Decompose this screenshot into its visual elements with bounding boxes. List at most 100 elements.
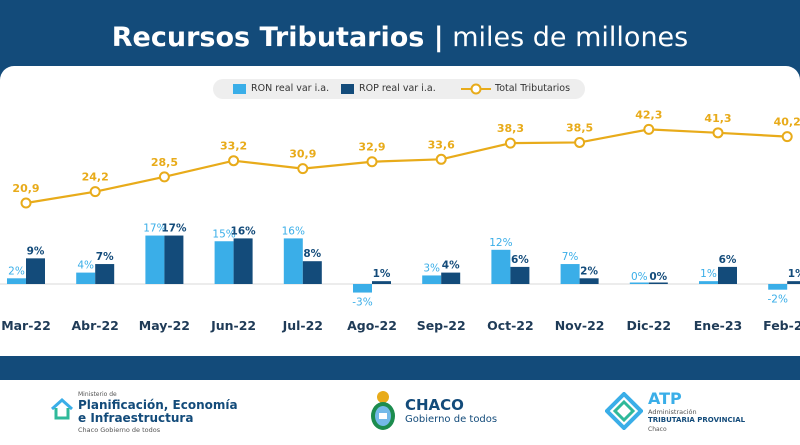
point-total (228, 155, 240, 167)
point-total (366, 156, 378, 168)
x-tick-label: Oct-22 (487, 318, 534, 333)
point-label-total: 32,9 (358, 141, 385, 154)
x-tick-label: Abr-22 (72, 318, 119, 333)
legend-marker-total (461, 83, 491, 95)
bar-ron (560, 264, 580, 284)
point-label-total: 38,5 (566, 121, 593, 134)
bar-label-ron: 4% (77, 260, 94, 272)
bar-ron (214, 241, 234, 284)
bar-label-rop: 1% (373, 268, 391, 280)
atp-logo: ATP Administración TRIBUTARIA PROVINCIAL… (605, 384, 765, 440)
bar-ron (353, 284, 372, 293)
bottom-band (0, 356, 800, 380)
bar-label-rop: 7% (96, 251, 114, 263)
point-label-total: 41,3 (704, 112, 731, 125)
ministry-line2: e Infraestructura (78, 411, 194, 425)
ministry-logo: Ministerio de Planificación, Economía e … (50, 384, 250, 440)
point-total (574, 136, 586, 148)
house-icon (50, 397, 74, 420)
bar-ron (145, 235, 165, 284)
bar-rop (26, 258, 45, 284)
atp-diamond-icon (605, 392, 643, 430)
point-total (781, 131, 793, 143)
bar-label-ron: 15% (212, 228, 235, 240)
legend-swatch-ron (233, 84, 246, 94)
point-total (20, 197, 32, 209)
bar-label-ron: 2% (8, 265, 25, 277)
point-label-total: 28,5 (151, 156, 178, 169)
bar-label-rop: 8% (303, 248, 321, 260)
bar-label-rop: 6% (719, 254, 737, 266)
point-label-total: 24,2 (82, 171, 109, 184)
bar-rop (510, 266, 530, 284)
bar-label-rop: 2% (580, 265, 598, 277)
bar-label-ron: 16% (282, 225, 305, 237)
bar-ron (283, 238, 303, 284)
point-total (504, 137, 516, 149)
legend-label-ron: RON real var i.a. (251, 83, 330, 94)
bar-ron (76, 272, 96, 284)
point-label-total: 30,9 (289, 148, 316, 161)
x-tick-label: Mar-22 (1, 318, 51, 333)
bar-ron (629, 282, 649, 284)
bar-rop (372, 281, 391, 284)
bar-rop (233, 238, 253, 284)
x-tick-label: Nov-22 (555, 318, 605, 333)
atp-line3: Chaco (648, 426, 667, 433)
bar-ron (422, 275, 442, 284)
x-tick-label: May-22 (139, 318, 190, 333)
x-tick-label: Jun-22 (210, 318, 256, 333)
bar-label-ron: 0% (631, 271, 648, 283)
point-total (435, 153, 447, 165)
ministry-tagline: Chaco Gobierno de todos (78, 426, 161, 434)
chart-legend: RON real var i.a. ROP real var i.a. Tota… (213, 79, 585, 99)
title-main: Recursos Tributarios | (111, 22, 444, 53)
bar-label-ron: 12% (489, 237, 512, 249)
point-label-total: 40,2 (774, 116, 800, 129)
point-label-total: 33,6 (428, 138, 455, 151)
point-label-total: 20,9 (12, 182, 39, 195)
x-tick-label: Feb-23 (763, 318, 800, 333)
atp-acronym: ATP (648, 389, 682, 408)
bar-label-rop: 0% (649, 271, 667, 283)
legend-label-rop: ROP real var i.a. (359, 83, 436, 94)
bar-label-ron: -2% (767, 294, 787, 306)
x-tick-label: Sep-22 (417, 318, 466, 333)
bar-rop (787, 281, 800, 284)
bar-ron (768, 284, 788, 290)
point-total (712, 127, 724, 139)
x-tick-label: Dic-22 (626, 318, 671, 333)
point-label-total: 33,2 (220, 140, 247, 153)
bar-label-ron: 17% (143, 223, 166, 235)
title-unit: miles de millones (443, 22, 689, 53)
point-label-total: 42,3 (635, 108, 662, 121)
chaco-tagline: Gobierno de todos (405, 414, 498, 425)
bar-label-ron: 3% (423, 262, 440, 274)
atp-line1: Administración (648, 408, 697, 416)
bar-label-rop: 6% (511, 254, 529, 266)
bar-ron (491, 249, 511, 284)
ministry-small: Ministerio de (78, 391, 117, 398)
bar-label-rop: 1% (788, 268, 800, 280)
legend-label-total: Total Tributarios (495, 83, 571, 94)
chaco-crest-icon (371, 391, 395, 430)
bar-ron (699, 281, 718, 284)
bar-label-ron: -3% (352, 297, 372, 309)
x-tick-label: Jul-22 (282, 318, 323, 333)
bar-label-ron: 7% (562, 251, 579, 263)
bar-label-rop: 9% (27, 245, 45, 257)
bar-rop (302, 261, 322, 284)
bar-label-ron: 1% (700, 268, 717, 280)
series-line-total (25, 128, 788, 205)
bar-rop (648, 282, 668, 284)
bar-rop (95, 264, 115, 284)
ministry-line1: Planificación, Economía (78, 398, 238, 412)
chaco-logo: CHACO Gobierno de todos (368, 384, 508, 440)
point-label-total: 38,3 (497, 122, 524, 135)
footer (0, 380, 800, 445)
x-tick-label: Ago-22 (347, 318, 397, 333)
bar-rop (441, 272, 461, 284)
point-total (643, 123, 655, 135)
x-tick-label: Ene-23 (694, 318, 743, 333)
